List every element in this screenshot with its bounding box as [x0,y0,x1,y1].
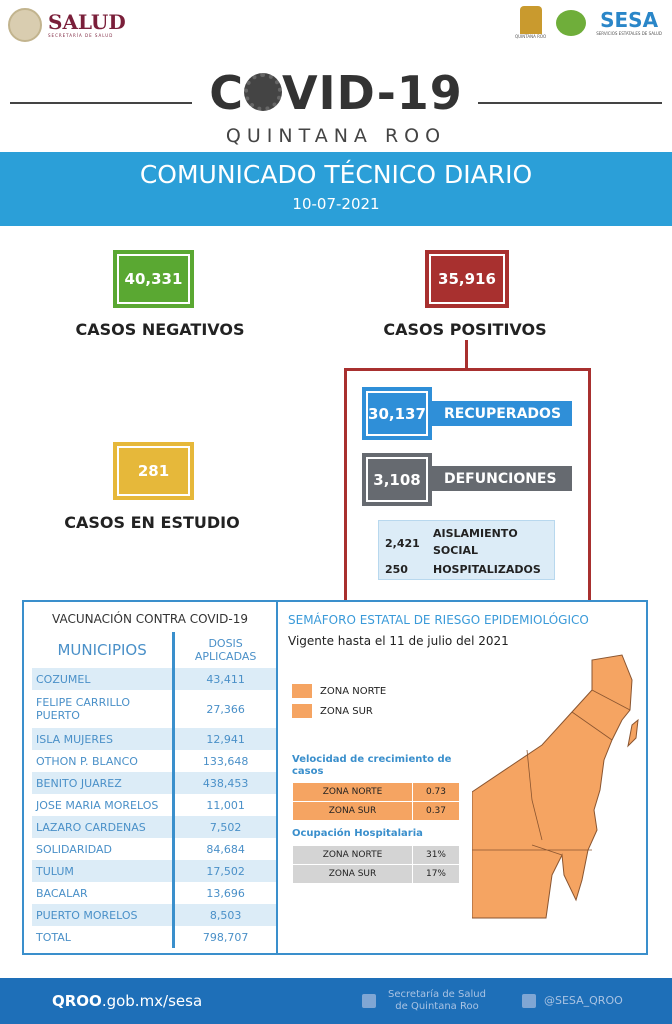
partner-logos: QUINTANA ROO SESA SERVICIOS ESTATALES DE … [515,6,662,40]
table-row: ZONA NORTE 0.73 [292,782,460,802]
municipio: FELIPE CARRILLO PUERTO [36,696,130,722]
vacunacion-title: VACUNACIÓN CONTRA COVID-19 [52,612,248,626]
table-row: COZUMEL 43,411 [32,668,276,690]
positivos-value: 35,916 [425,250,509,308]
twitter-icon[interactable] [522,994,536,1008]
table-row: ZONA SUR 0.37 [292,801,460,821]
virus-icon [243,73,282,111]
dosis: 7,502 [172,816,276,838]
valor: 0.73 [412,782,460,802]
table-row: BENITO JUAREZ 438,453 [32,772,276,794]
municipio: LAZARO CARDENAS [32,816,174,838]
connector-line [465,340,468,370]
page-title: C VID-19 [209,66,463,120]
semaforo-vigente: Vigente hasta el 11 de julio del 2021 [288,634,509,648]
table-row: ISLA MUJERES 12,941 [32,728,276,750]
table-row: SOLIDARIDAD 84,684 [32,838,276,860]
valor: 0.37 [412,801,460,821]
table-row: OTHON P. BLANCO 133,648 [32,750,276,772]
zona: ZONA SUR [292,801,413,821]
dosis: 133,648 [172,750,276,772]
semaforo-title: SEMÁFORO ESTATAL DE RIESGO EPIDEMIOLÓGIC… [288,613,589,627]
estudio-value: 281 [113,442,194,500]
municipio: BENITO JUAREZ [32,772,174,794]
table-row: JOSE MARIA MORELOS 11,001 [32,794,276,816]
dosis: 798,707 [172,926,276,948]
negativos-value: 40,331 [113,250,194,308]
legend-zona-sur: ZONA SUR [292,704,373,718]
zona: ZONA NORTE [292,845,413,865]
title-band: COMUNICADO TÉCNICO DIARIO 10-07-2021 [0,152,672,226]
zona: ZONA SUR [292,864,413,884]
recuperados-value: 30,137 [362,387,432,440]
municipio: SOLIDARIDAD [36,842,112,856]
table-row: TOTAL 798,707 [32,926,276,948]
dosis: 13,696 [172,882,276,904]
salud-logo: SALUD SECRETARÍA DE SALUD [8,8,126,42]
table-row: FELIPE CARRILLO PUERTO 27,366 [32,690,276,728]
region-title: QUINTANA ROO [225,125,447,147]
ocupacion-table: ZONA NORTE 31% ZONA SUR 17% [292,845,460,884]
recuperados-label: RECUPERADOS [432,401,572,426]
municipio: TOTAL [36,930,71,944]
facebook-link[interactable]: Secretaría de Salud de Quintana Roo [388,989,486,1012]
table-row: ZONA NORTE 31% [292,845,460,865]
divider [478,102,662,104]
table-row: LAZARO CARDENAS 7,502 [32,816,276,838]
dosis: 12,941 [172,728,276,750]
twitter-link[interactable]: @SESA_QROO [544,994,623,1007]
table-row: PUERTO MORELOS 8,503 [32,904,276,926]
dosis: 27,366 [172,690,276,728]
info-panel: VACUNACIÓN CONTRA COVID-19 MUNICIPIOS DOS… [22,600,648,955]
municipio: OTHON P. BLANCO [36,754,138,768]
zona: ZONA NORTE [292,782,413,802]
dosis: 84,684 [172,838,276,860]
velocidad-table: ZONA NORTE 0.73 ZONA SUR 0.37 [292,782,460,821]
footer: QROO.gob.mx/sesa Secretaría de Salud de … [0,978,672,1024]
municipio: PUERTO MORELOS [32,904,174,926]
website-link[interactable]: QROO.gob.mx/sesa [52,992,203,1010]
legend-zona-norte: ZONA NORTE [292,684,386,698]
ocupacion-title: Ocupación Hospitalaria [292,828,423,839]
positivos-label: CASOS POSITIVOS [383,320,547,339]
dosis: 11,001 [172,794,276,816]
vacunacion-table: MUNICIPIOS DOSIS APLICADAS COZUMEL 43,411 F… [32,632,276,948]
table-row: TULUM 17,502 [32,860,276,882]
municipio: ISLA MUJERES [32,728,174,750]
municipio: BACALAR [36,886,88,900]
dosis: 43,411 [172,668,276,690]
municipio: COZUMEL [32,668,174,690]
defunciones-value: 3,108 [362,453,432,506]
aislamiento-box: 2,421 AISLAMIENTO SOCIAL 250 HOSPITALIZA… [378,520,555,580]
facebook-icon[interactable] [362,994,376,1008]
negativos-label: CASOS NEGATIVOS [75,320,245,339]
velocidad-title: Velocidad de crecimiento de casos [292,754,452,777]
panel-divider [276,602,278,953]
valor: 31% [412,845,460,865]
tree-logo [556,10,587,36]
quintana-roo-map [472,654,639,919]
divider [10,102,192,104]
mexico-seal-icon [8,8,42,42]
dosis: 17,502 [172,860,276,882]
dosis: 438,453 [172,772,276,794]
defunciones-label: DEFUNCIONES [432,466,572,491]
table-row: ZONA SUR 17% [292,864,460,884]
report-date: 10-07-2021 [292,195,380,213]
quintana-roo-logo: QUINTANA ROO [515,6,546,40]
valor: 17% [412,864,460,884]
municipio: TULUM [32,860,174,882]
dosis: 8,503 [172,904,276,926]
estudio-label: CASOS EN ESTUDIO [64,513,240,532]
table-row: BACALAR 13,696 [32,882,276,904]
municipio: JOSE MARIA MORELOS [36,798,159,812]
sesa-logo: SESA SERVICIOS ESTATALES DE SALUD [596,8,662,36]
